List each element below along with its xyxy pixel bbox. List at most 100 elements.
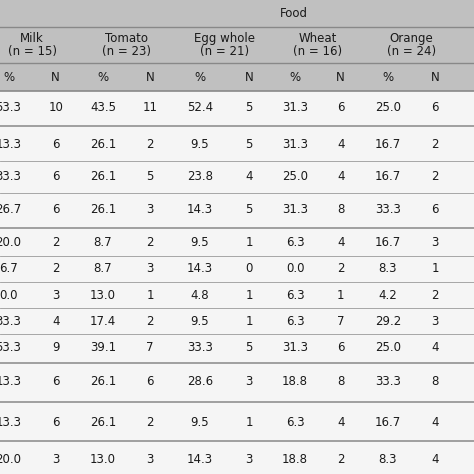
Text: %: %	[383, 71, 393, 84]
Text: 20.0: 20.0	[0, 237, 21, 249]
Text: 33.3: 33.3	[375, 202, 401, 216]
Text: 9.5: 9.5	[191, 416, 209, 429]
Text: 6: 6	[52, 138, 59, 151]
Bar	[0, 91, 474, 124]
Text: 4: 4	[431, 341, 439, 354]
Text: 4: 4	[337, 170, 345, 183]
Text: 33.3: 33.3	[187, 341, 213, 354]
Text: 8: 8	[337, 374, 345, 388]
Text: 43.5: 43.5	[90, 101, 116, 114]
Text: 1: 1	[337, 289, 345, 301]
Text: 2: 2	[337, 263, 345, 275]
Text: 6.3: 6.3	[286, 416, 304, 429]
Text: 5: 5	[246, 202, 253, 216]
Text: 6.3: 6.3	[286, 289, 304, 301]
Text: 25.0: 25.0	[375, 341, 401, 354]
Text: 31.3: 31.3	[282, 101, 308, 114]
Text: (n = 21): (n = 21)	[200, 45, 249, 58]
Text: 13.3: 13.3	[0, 138, 21, 151]
Text: 52.4: 52.4	[187, 101, 213, 114]
Text: 0.0: 0.0	[286, 263, 304, 275]
Text: 14.3: 14.3	[187, 202, 213, 216]
Text: 3: 3	[246, 453, 253, 466]
Text: 26.1: 26.1	[90, 138, 116, 151]
Text: 2: 2	[146, 416, 154, 429]
Text: 2: 2	[146, 138, 154, 151]
Text: 10: 10	[48, 101, 63, 114]
Bar	[0, 407, 474, 439]
Text: %: %	[97, 71, 109, 84]
Text: 6: 6	[52, 374, 59, 388]
Bar	[0, 397, 474, 407]
Text: 6.7: 6.7	[0, 263, 18, 275]
Text: 4: 4	[431, 453, 439, 466]
Bar	[0, 256, 474, 282]
Text: 9: 9	[52, 341, 59, 354]
Text: 8.7: 8.7	[94, 263, 112, 275]
Text: 29.2: 29.2	[375, 315, 401, 328]
Text: 39.1: 39.1	[90, 341, 116, 354]
Text: N: N	[146, 71, 155, 84]
Bar	[0, 308, 474, 334]
Text: 2: 2	[337, 453, 345, 466]
Text: 14.3: 14.3	[187, 453, 213, 466]
Text: %: %	[290, 71, 301, 84]
Text: 6: 6	[52, 416, 59, 429]
Text: 31.3: 31.3	[282, 138, 308, 151]
Text: 2: 2	[431, 138, 439, 151]
Text: 3: 3	[431, 237, 439, 249]
Text: 14.3: 14.3	[187, 263, 213, 275]
Bar	[0, 282, 474, 308]
Text: Food: Food	[280, 7, 308, 20]
Text: 4.2: 4.2	[379, 289, 397, 301]
Bar	[0, 230, 474, 256]
Text: 1: 1	[246, 289, 253, 301]
Text: 13.3: 13.3	[0, 374, 21, 388]
Text: 28.6: 28.6	[187, 374, 213, 388]
Text: 5: 5	[246, 138, 253, 151]
Text: Milk: Milk	[20, 32, 44, 46]
Text: %: %	[194, 71, 205, 84]
Text: 5: 5	[146, 170, 154, 183]
Text: 18.8: 18.8	[282, 453, 308, 466]
Text: 9.5: 9.5	[191, 315, 209, 328]
Text: 4: 4	[431, 416, 439, 429]
Text: 1: 1	[146, 289, 154, 301]
Text: 26.1: 26.1	[90, 202, 116, 216]
Bar	[0, 225, 474, 230]
Text: 33.3: 33.3	[0, 170, 21, 183]
Text: Egg whole: Egg whole	[194, 32, 255, 46]
Text: 6: 6	[431, 101, 439, 114]
Text: Tomato: Tomato	[105, 32, 148, 46]
Text: Orange: Orange	[390, 32, 434, 46]
Text: 31.3: 31.3	[282, 341, 308, 354]
Text: 53.3: 53.3	[0, 341, 21, 354]
Text: 17.4: 17.4	[90, 315, 116, 328]
Text: Wheat: Wheat	[299, 32, 337, 46]
Text: 1: 1	[246, 237, 253, 249]
Text: 3: 3	[52, 453, 59, 466]
Text: 2: 2	[52, 263, 59, 275]
Text: 6: 6	[431, 202, 439, 216]
Text: 4: 4	[246, 170, 253, 183]
Bar	[0, 0, 474, 27]
Bar	[0, 193, 474, 225]
Text: 20.0: 20.0	[0, 453, 21, 466]
Text: 1: 1	[431, 263, 439, 275]
Text: %: %	[3, 71, 14, 84]
Text: (n = 23): (n = 23)	[102, 45, 151, 58]
Text: 26.1: 26.1	[90, 416, 116, 429]
Text: 4: 4	[52, 315, 59, 328]
Text: 9.5: 9.5	[191, 138, 209, 151]
Text: 3: 3	[52, 289, 59, 301]
Text: (n = 15): (n = 15)	[8, 45, 56, 58]
Text: 16.7: 16.7	[375, 416, 401, 429]
Bar	[0, 124, 474, 128]
Text: 4.8: 4.8	[191, 289, 209, 301]
Text: 6: 6	[146, 374, 154, 388]
Text: 33.3: 33.3	[0, 315, 21, 328]
Text: 8.3: 8.3	[379, 263, 397, 275]
Text: 3: 3	[246, 374, 253, 388]
Bar	[0, 27, 474, 63]
Text: 2: 2	[431, 289, 439, 301]
